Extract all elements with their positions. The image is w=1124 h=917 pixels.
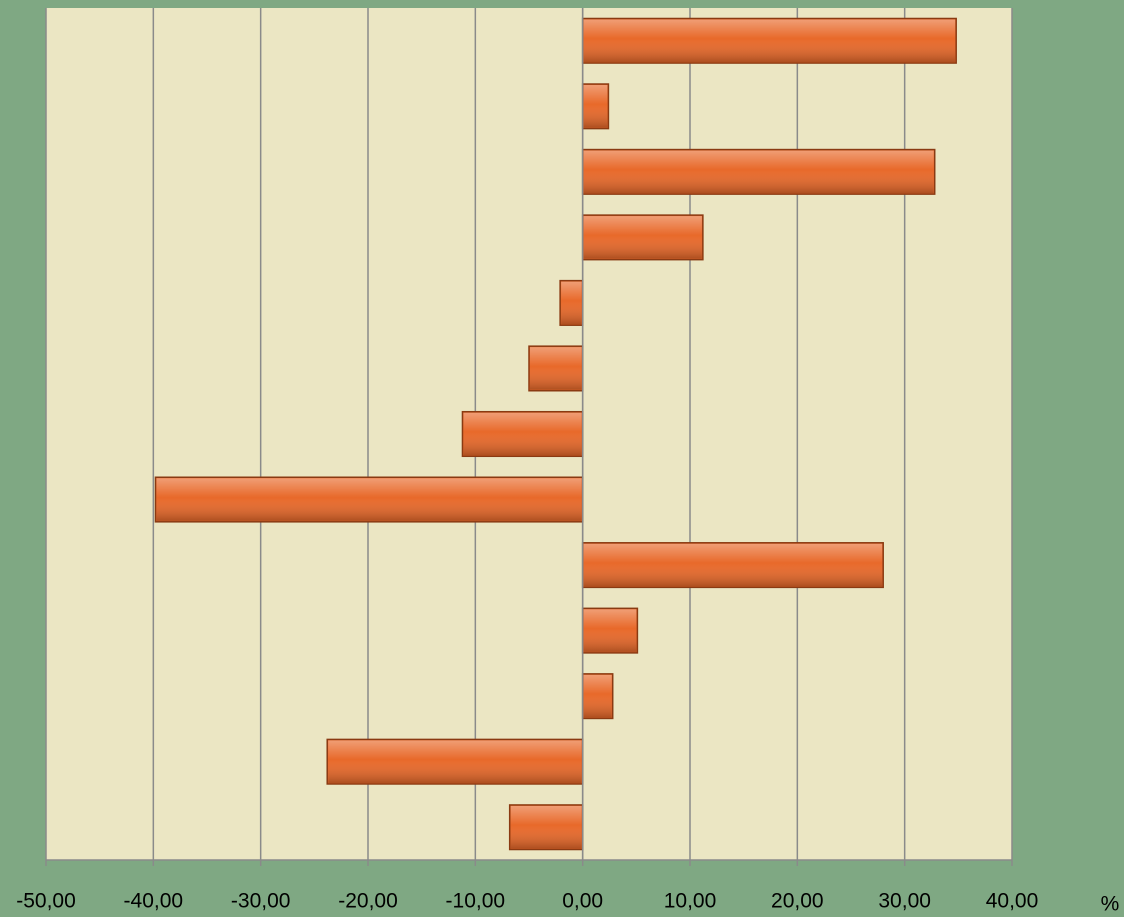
bar-shine (583, 216, 702, 259)
x-tick-label: -30,00 (231, 890, 291, 913)
bar-shine (156, 478, 582, 521)
bar-shine (510, 805, 582, 849)
x-tick-label: -10,00 (446, 890, 506, 913)
x-tick-label: 10,00 (664, 890, 717, 913)
bar-shine (583, 150, 934, 194)
bar-shine (328, 740, 582, 783)
x-tick-label: 20,00 (771, 890, 824, 913)
bar-shine (583, 674, 612, 718)
x-tick-label: 40,00 (986, 890, 1039, 913)
x-tick-label: 0,00 (562, 890, 603, 913)
x-tick-label: -50,00 (16, 890, 76, 913)
x-tick-label: -40,00 (124, 890, 184, 913)
x-tick-label: 30,00 (878, 890, 931, 913)
bar-shine (561, 281, 582, 325)
bar-shine (583, 609, 637, 652)
bar-shine (583, 19, 956, 63)
x-tick-label: -20,00 (338, 890, 398, 913)
bar-shine (583, 543, 883, 587)
bar-shine (583, 85, 608, 128)
bar-shine (530, 347, 582, 390)
x-axis-label: % (1101, 893, 1120, 916)
bar-shine (463, 412, 582, 456)
